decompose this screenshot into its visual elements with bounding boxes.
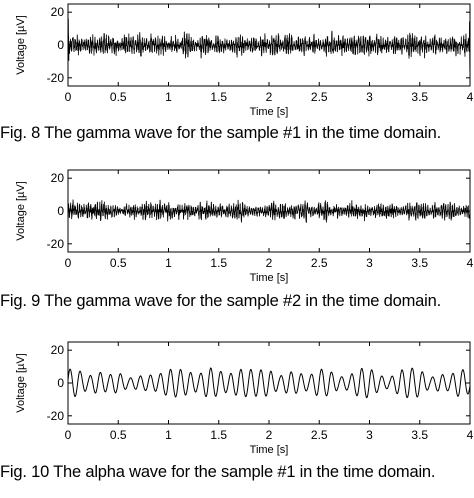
x-tick-label: 3.5 (411, 90, 428, 104)
x-tick-label: 3 (366, 256, 373, 270)
chart-panel-3: 0 0.5 1 1.5 2 2.5 3 3.5 4 20 0 -20 Time [s] Voltage [… (0, 338, 474, 498)
y-axis-label: Voltage [µV] (15, 181, 27, 241)
x-tick-label: 2.5 (311, 428, 328, 442)
x-tick-label: 0.5 (110, 428, 127, 442)
figure-caption-1: Fig. 8 The gamma wave for the sample #1 … (0, 124, 441, 142)
x-tick-label: 1 (165, 256, 172, 270)
y-tick-label: -20 (47, 409, 65, 423)
x-tick-label: 1.5 (210, 256, 227, 270)
x-tick-label: 0 (65, 256, 72, 270)
chart-panel-2: 0 0.5 1 1.5 2 2.5 3 3.5 4 20 0 -20 Time [s] Voltage [… (0, 166, 474, 326)
figure-caption-2: Fig. 9 The gamma wave for the sample #2 … (0, 292, 441, 310)
x-axis-label: Time [s] (250, 272, 289, 284)
y-axis-label: Voltage [µV] (15, 15, 27, 75)
y-tick-label: -20 (47, 237, 65, 251)
y-tick-label: -20 (47, 71, 65, 85)
x-tick-label: 2 (266, 90, 273, 104)
x-tick-label: 1 (165, 428, 172, 442)
signal-line (68, 367, 470, 399)
x-tick-label: 3 (366, 428, 373, 442)
x-tick-label: 1 (165, 90, 172, 104)
x-tick-label: 2 (266, 256, 273, 270)
x-axis-label: Time [s] (250, 106, 289, 118)
y-tick-label: 20 (51, 343, 65, 357)
x-tick-label: 4 (467, 256, 474, 270)
x-tick-label: 2.5 (311, 90, 328, 104)
x-tick-label: 3.5 (411, 256, 428, 270)
x-tick-label: 0.5 (110, 256, 127, 270)
y-tick-label: 20 (51, 171, 65, 185)
x-tick-label: 2 (266, 428, 273, 442)
x-tick-label: 1.5 (210, 428, 227, 442)
y-tick-label: 0 (57, 376, 64, 390)
x-tick-label: 3.5 (411, 428, 428, 442)
x-tick-label: 0 (65, 428, 72, 442)
y-tick-label: 0 (57, 38, 64, 52)
x-tick-label: 0 (65, 90, 72, 104)
y-tick-label: 20 (51, 5, 65, 19)
x-tick-label: 4 (467, 428, 474, 442)
x-tick-label: 3 (366, 90, 373, 104)
signal-line (68, 199, 470, 223)
x-tick-label: 4 (467, 90, 474, 104)
x-tick-label: 2.5 (311, 256, 328, 270)
signal-line (68, 18, 470, 72)
x-tick-label: 1.5 (210, 90, 227, 104)
y-axis-label: Voltage [µV] (15, 353, 27, 413)
chart-panel-1: 0 0.5 1 1.5 2 2.5 3 3.5 4 20 0 -20 Time [s] Voltage [… (0, 0, 474, 160)
y-tick-label: 0 (57, 204, 64, 218)
figure-caption-3: Fig. 10 The alpha wave for the sample #1… (0, 463, 436, 481)
x-tick-label: 0.5 (110, 90, 127, 104)
x-axis-label: Time [s] (250, 444, 289, 456)
